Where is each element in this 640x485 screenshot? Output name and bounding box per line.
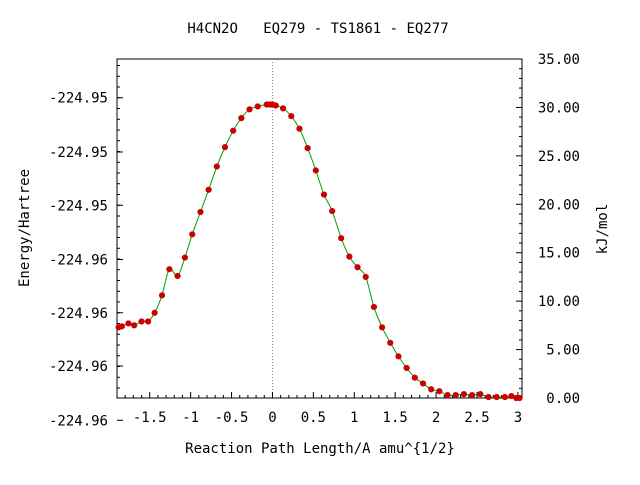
left-tick-label: -224.96	[49, 306, 108, 322]
data-point	[205, 186, 212, 193]
left-tick-label: -224.96	[49, 359, 108, 375]
data-point	[181, 254, 189, 261]
data-point	[444, 391, 451, 399]
data-point	[419, 380, 427, 387]
data-point	[387, 339, 394, 346]
x-tick-label: 0	[268, 410, 276, 426]
right-tick-label: 5.00	[546, 343, 580, 359]
plot-frame	[116, 58, 523, 399]
data-point	[485, 393, 492, 401]
right-tick-label: 10.00	[538, 294, 580, 310]
data-point	[213, 163, 220, 170]
data-point	[428, 386, 435, 393]
data-point	[460, 391, 468, 398]
x-tick-label: -1.5	[133, 410, 167, 426]
right-tick-label: 15.00	[538, 246, 580, 262]
data-point	[151, 309, 158, 316]
data-point	[221, 144, 229, 151]
data-point	[493, 393, 500, 401]
x-axis-ticks: -1.5 -1 -0.5 0 0.5 1 1.5 2 2.5 3	[116, 392, 522, 426]
data-point	[296, 125, 303, 132]
series-layer	[115, 101, 523, 402]
data-point	[346, 253, 353, 260]
data-point	[411, 374, 418, 381]
data-point	[320, 191, 328, 198]
data-point	[197, 208, 204, 216]
data-point	[125, 320, 132, 327]
left-axis-ticks: -224.95 -224.95 -224.95 -224.96 -224.96 -224.…	[49, 64, 123, 429]
data-point	[312, 167, 319, 174]
left-tick-label: -224.95	[49, 145, 108, 161]
data-point	[395, 353, 402, 360]
chart-title: H4CN2O EQ279 - TS1861 - EQ277	[187, 21, 448, 37]
x-tick-label: -1	[182, 410, 199, 426]
data-point	[468, 391, 476, 399]
left-tick-label: -224.95	[49, 91, 108, 107]
x-tick-label: 0.5	[301, 410, 326, 426]
data-point	[246, 106, 253, 113]
right-tick-label: 30.00	[538, 100, 580, 116]
data-point	[279, 105, 287, 112]
left-tick-label: -224.96	[49, 413, 108, 429]
data-point	[230, 127, 237, 134]
data-point	[166, 266, 173, 273]
data-point	[477, 391, 484, 398]
data-point	[329, 207, 336, 215]
data-point	[238, 114, 245, 122]
data-point	[272, 102, 279, 109]
right-tick-label: 20.00	[538, 197, 580, 213]
data-point	[144, 318, 152, 325]
data-point	[452, 391, 459, 399]
data-point	[304, 145, 311, 152]
x-tick-label: 2.5	[464, 410, 489, 426]
x-tick-label: 1.5	[383, 410, 408, 426]
right-tick-label: 25.00	[538, 149, 580, 165]
data-point	[288, 113, 295, 120]
x-tick-label: 1	[350, 410, 358, 426]
data-point	[189, 231, 196, 238]
data-point	[378, 324, 386, 331]
right-axis-title: kJ/mol	[595, 204, 611, 255]
data-point	[516, 394, 523, 402]
data-point	[436, 388, 443, 395]
data-point	[403, 364, 410, 372]
data-point	[118, 323, 126, 330]
data-point	[354, 264, 361, 271]
right-axis-ticks: 35.00 30.00 25.00 20.00 15.00 10.00 5.00 0.00	[516, 52, 580, 407]
left-axis-title: Energy/Hartree	[17, 169, 33, 287]
series-line	[118, 103, 520, 399]
right-tick-label: 35.00	[538, 52, 580, 68]
x-tick-label: 3	[514, 410, 522, 426]
data-point	[501, 393, 508, 401]
left-tick-label: -224.96	[49, 252, 108, 268]
data-point	[174, 272, 181, 280]
data-point	[131, 322, 138, 329]
left-tick-label: -224.95	[49, 198, 108, 214]
data-point	[138, 318, 145, 325]
data-point	[338, 235, 345, 242]
right-tick-label: 0.00	[546, 391, 580, 407]
x-tick-label: 2	[432, 410, 440, 426]
x-axis-title: Reaction Path Length/A amu^{1/2}	[185, 441, 455, 457]
x-tick-label: -0.5	[215, 410, 249, 426]
data-point	[158, 292, 166, 299]
data-point	[370, 303, 378, 311]
data-point	[362, 273, 369, 281]
data-point	[254, 103, 261, 110]
